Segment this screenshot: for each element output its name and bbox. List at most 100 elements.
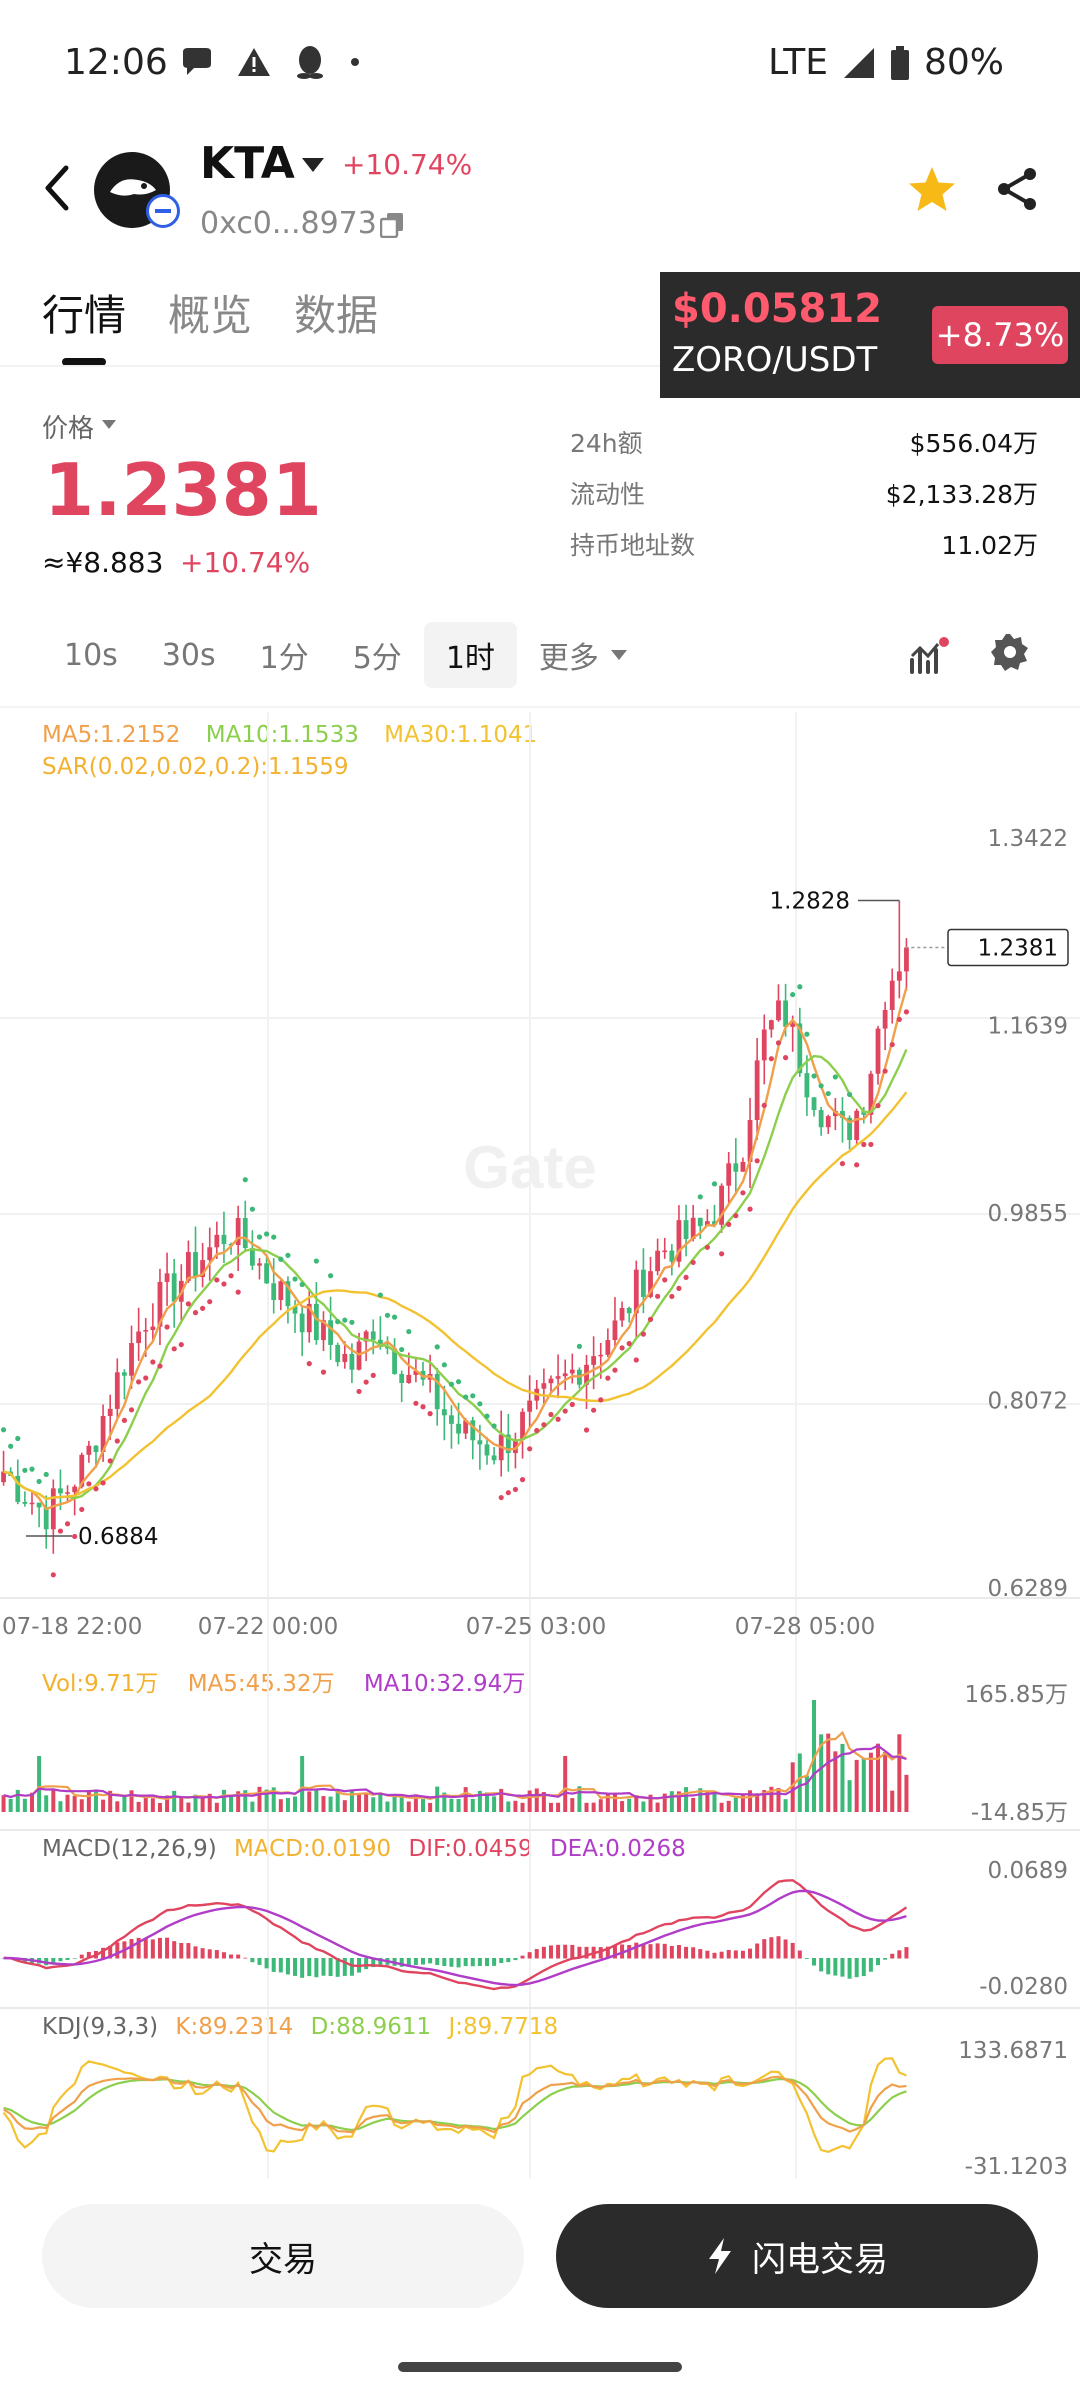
macd-histogram-bar xyxy=(883,1958,888,1960)
sar-dot xyxy=(441,1362,447,1368)
sar-dot xyxy=(562,1408,568,1414)
macd-histogram-bar xyxy=(108,1945,113,1959)
candle-body xyxy=(377,1339,383,1348)
volume-bar xyxy=(684,1787,689,1812)
macd-histogram-bar xyxy=(65,1958,70,1960)
volume-bar xyxy=(236,1791,241,1812)
flash-trade-button[interactable]: 闪电交易 xyxy=(556,2204,1038,2308)
volume-bar xyxy=(86,1789,91,1812)
price-axis-label: 0.6289 xyxy=(988,1576,1068,1602)
indicator-chart-icon[interactable] xyxy=(908,636,952,676)
dif-line xyxy=(3,1879,908,1991)
macd-histogram-bar xyxy=(456,1958,461,1968)
candle-body xyxy=(221,1234,227,1245)
volume-bar xyxy=(676,1791,681,1812)
settings-gear-icon[interactable] xyxy=(990,632,1030,672)
ma10-legend: MA10:1.1533 xyxy=(205,722,359,748)
volume-bar xyxy=(776,1788,781,1812)
sar-dot xyxy=(889,1041,895,1048)
volume-bar xyxy=(854,1759,859,1812)
sar-dot xyxy=(363,1379,369,1385)
share-icon[interactable] xyxy=(992,164,1042,214)
candle-body xyxy=(754,1060,760,1121)
interval-10s[interactable]: 10s xyxy=(64,637,118,673)
sar-dot xyxy=(697,1194,703,1200)
candle-body xyxy=(840,1111,845,1118)
volume-bar xyxy=(378,1792,383,1812)
macd-legend: MACD(12,26,9) MACD:0.0190 DIF:0.0459 DEA… xyxy=(42,1836,686,1862)
interval-1h[interactable]: 1时 xyxy=(423,622,517,688)
volume-bar xyxy=(840,1743,845,1812)
status-right: LTE 80% xyxy=(768,42,1004,83)
volume-bar xyxy=(122,1795,127,1812)
price-dropdown-icon[interactable] xyxy=(102,420,116,429)
chain-badge-icon xyxy=(146,194,180,228)
volume-bar xyxy=(556,1802,561,1812)
interval-5m[interactable]: 5分 xyxy=(352,641,402,676)
candle-body xyxy=(214,1234,220,1248)
price-label[interactable]: 价格 xyxy=(42,414,95,444)
candle-body xyxy=(22,1501,28,1504)
macd-histogram-bar xyxy=(143,1938,148,1959)
sar-dot xyxy=(136,1379,142,1385)
candle-body xyxy=(619,1308,625,1321)
volume-bar xyxy=(136,1801,141,1812)
volume-bar xyxy=(314,1788,319,1812)
floating-ticker[interactable]: $0.05812 ZORO/USDT +8.73% xyxy=(660,272,1080,398)
copy-icon[interactable] xyxy=(380,212,404,238)
tab-market[interactable]: 行情 xyxy=(42,291,127,340)
macd-histogram-bar xyxy=(378,1958,383,1966)
sar-dot xyxy=(647,1316,654,1322)
volume-bar xyxy=(72,1795,77,1812)
macd-histogram-bar xyxy=(890,1953,895,1959)
macd-histogram-bar xyxy=(435,1958,440,1965)
price-cny: ≈¥8.883 xyxy=(42,546,164,579)
candle-body xyxy=(761,1029,767,1061)
vol-legend: Vol:9.71万 xyxy=(42,1671,159,1697)
notification-icons xyxy=(180,44,362,80)
macd-histogram-bar xyxy=(854,1958,859,1978)
volume-bar xyxy=(157,1803,162,1812)
kdj-axis-label: -31.1203 xyxy=(965,2154,1068,2180)
volume-legend: Vol:9.71万 MA5:45.32万 MA10:32.94万 xyxy=(42,1664,525,1698)
macd-histogram-bar xyxy=(527,1952,532,1959)
macd-histogram-bar xyxy=(229,1954,234,1959)
sar-dot xyxy=(64,1521,71,1527)
trade-button[interactable]: 交易 xyxy=(42,2204,524,2308)
macd-histogram-bar xyxy=(662,1943,667,1959)
candle-body xyxy=(114,1372,120,1409)
volume-bar xyxy=(868,1752,873,1812)
candle-body xyxy=(790,1023,796,1027)
macd-histogram-bar xyxy=(812,1958,817,1966)
volume-bar xyxy=(762,1790,767,1812)
interval-1m[interactable]: 1分 xyxy=(259,641,309,676)
sar-dot xyxy=(278,1256,284,1262)
volume-bar xyxy=(413,1794,418,1812)
volume-bar xyxy=(691,1797,696,1812)
candle-body xyxy=(171,1273,177,1302)
macd-histogram-bar xyxy=(314,1958,319,1978)
dea-line xyxy=(3,1889,907,1987)
sar-dot xyxy=(612,1367,618,1373)
tab-data[interactable]: 数据 xyxy=(294,291,379,340)
candle-body xyxy=(626,1308,632,1314)
price-chart[interactable]: Gate 1.3422 1.1639 0.9855 0.8072 0.6289 07-18 … xyxy=(0,700,1080,2180)
macd-histogram-bar xyxy=(698,1949,703,1959)
candle-body xyxy=(612,1320,618,1341)
sar-dot xyxy=(470,1393,476,1399)
macd-histogram-bar xyxy=(328,1958,333,1977)
interval-30s[interactable]: 30s xyxy=(161,637,216,673)
coin-name[interactable]: KTA xyxy=(200,138,295,189)
sar-dot xyxy=(384,1312,391,1318)
macd-histogram-bar xyxy=(58,1958,63,1962)
interval-more[interactable]: 更多 xyxy=(517,622,649,688)
sar-dot xyxy=(619,1345,625,1351)
sar-dot xyxy=(100,1480,106,1486)
vol-ma5-legend: MA5:45.32万 xyxy=(187,1671,335,1697)
back-arrow-icon[interactable] xyxy=(38,160,78,216)
coin-dropdown-icon[interactable] xyxy=(302,158,324,172)
tab-overview[interactable]: 概览 xyxy=(168,291,253,340)
favorite-star-icon[interactable] xyxy=(906,164,958,216)
volume-bar xyxy=(541,1792,546,1812)
candle-body xyxy=(185,1252,191,1281)
